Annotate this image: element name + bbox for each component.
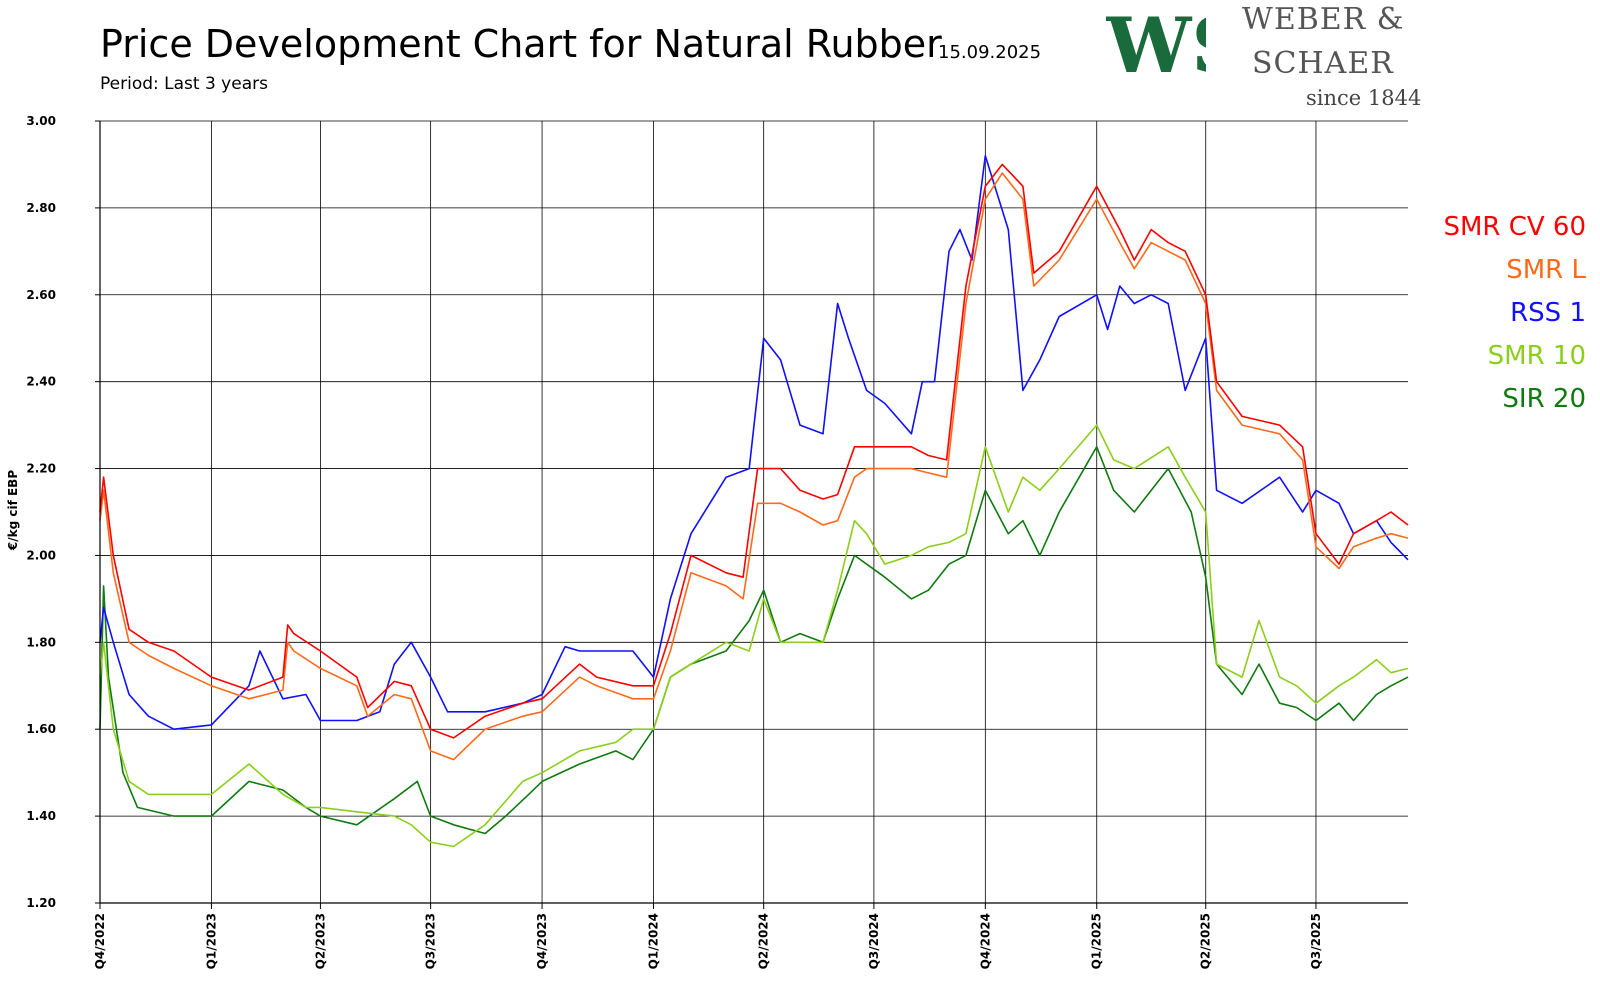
y-axis-label: €/kg cif EBP xyxy=(6,470,20,551)
y-tick-label: 2.20 xyxy=(26,462,56,476)
logo-line-1: WEBER & xyxy=(1242,2,1405,37)
x-tick-label: Q1/2024 xyxy=(646,913,660,969)
logo-line-3: since 1844 xyxy=(1306,86,1422,110)
y-tick-label: 2.00 xyxy=(26,548,56,562)
y-tick-label: 2.60 xyxy=(26,288,56,302)
x-tick-label: Q2/2024 xyxy=(757,913,771,969)
legend-item-rss-1: RSS 1 xyxy=(1510,298,1586,328)
legend-item-sir-20: SIR 20 xyxy=(1502,384,1586,414)
logo-monogram: WS xyxy=(1106,6,1206,86)
y-tick-label: 1.60 xyxy=(26,722,56,736)
legend-item-smr-l: SMR L xyxy=(1506,255,1586,285)
x-tick-label: Q3/2025 xyxy=(1309,913,1323,969)
page-title: Price Development Chart for Natural Rubb… xyxy=(100,22,942,66)
x-tick-label: Q3/2024 xyxy=(867,913,881,969)
legend-item-smr-cv-60: SMR CV 60 xyxy=(1443,212,1586,242)
x-tick-label: Q4/2024 xyxy=(978,913,992,969)
y-tick-label: 3.00 xyxy=(26,114,56,128)
x-tick-label: Q2/2025 xyxy=(1199,913,1213,969)
series-line-sir-20 xyxy=(99,445,1409,835)
series-line-smr-cv-60 xyxy=(99,163,1409,739)
x-tick-label: Q3/2023 xyxy=(424,913,438,969)
period-subtitle: Period: Last 3 years xyxy=(100,74,268,94)
x-tick-label: Q1/2025 xyxy=(1090,913,1104,969)
y-tick-label: 1.80 xyxy=(26,635,56,649)
legend-item-smr-10: SMR 10 xyxy=(1487,341,1586,371)
y-tick-label: 2.80 xyxy=(26,201,56,215)
y-tick-label: 1.20 xyxy=(26,896,56,910)
series-line-rss-1 xyxy=(99,155,1409,731)
series-line-smr-10 xyxy=(99,424,1409,848)
company-logo-icon: WS xyxy=(1106,6,1206,86)
x-tick-label: Q4/2022 xyxy=(93,913,107,969)
report-date: 15.09.2025 xyxy=(938,42,1042,63)
x-tick-label: Q2/2023 xyxy=(313,913,327,969)
y-tick-label: 1.40 xyxy=(26,809,56,823)
y-tick-label: 2.40 xyxy=(26,375,56,389)
x-tick-label: Q4/2023 xyxy=(535,913,549,969)
logo-line-2: SCHAER xyxy=(1252,46,1394,81)
series-line-smr-l xyxy=(99,172,1409,761)
x-tick-label: Q1/2023 xyxy=(204,913,218,969)
